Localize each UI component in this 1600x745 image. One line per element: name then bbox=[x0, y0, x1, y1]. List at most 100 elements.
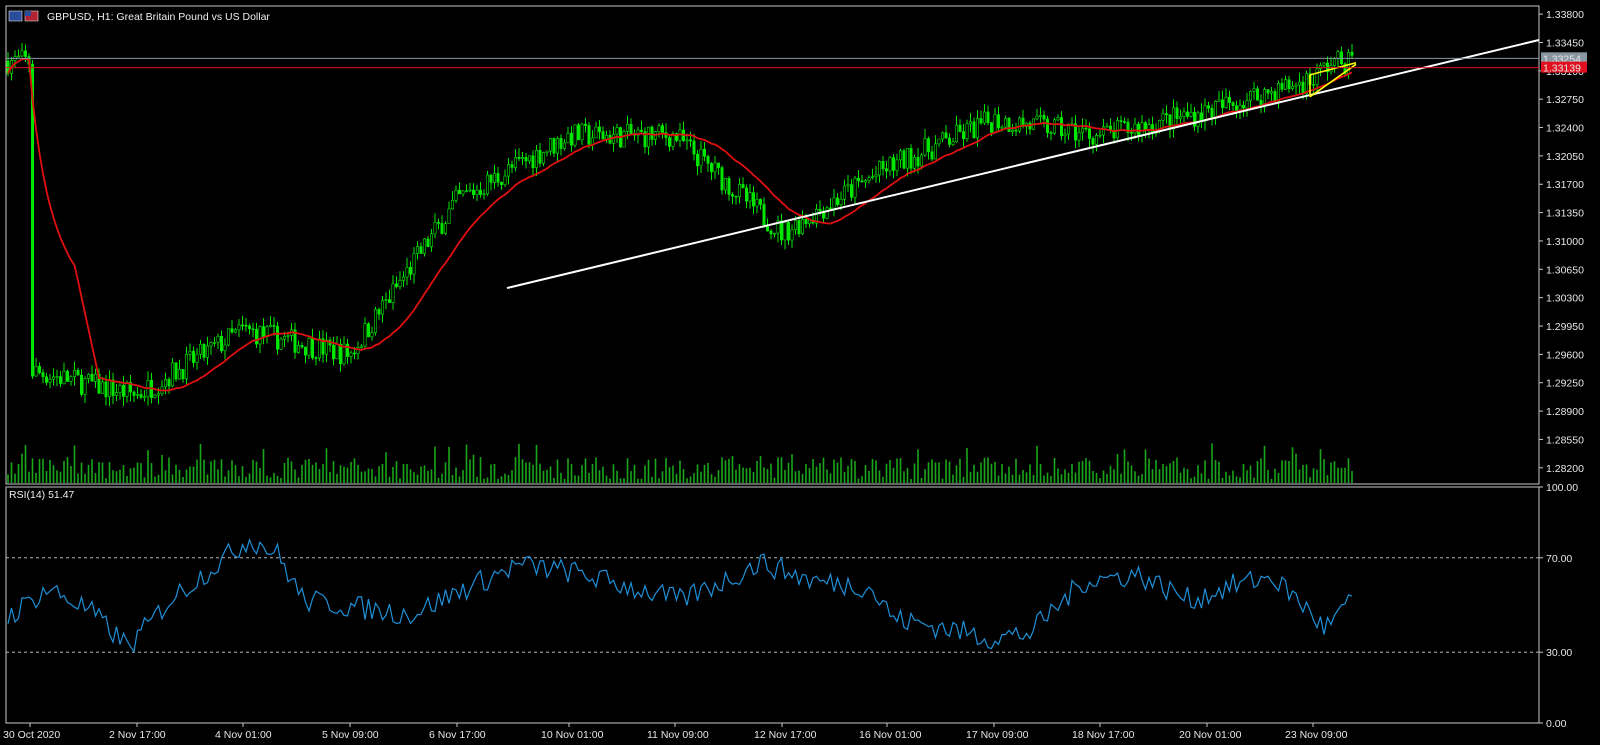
candle-body bbox=[185, 354, 189, 380]
candle-body bbox=[234, 329, 238, 333]
candle-body bbox=[405, 267, 409, 278]
candle-body bbox=[989, 122, 993, 133]
time-tick-label: 18 Nov 17:00 bbox=[1072, 729, 1135, 741]
candle-body bbox=[492, 173, 496, 183]
candle-body bbox=[1217, 99, 1221, 102]
candle-body bbox=[1035, 115, 1039, 120]
candle-body bbox=[699, 148, 703, 167]
candle-body bbox=[916, 157, 920, 167]
chart-title: GBPUSD, H1: Great Britain Pound vs US Do… bbox=[47, 11, 270, 23]
candle-body bbox=[1039, 115, 1043, 117]
candle-body bbox=[779, 220, 783, 241]
candle-body bbox=[401, 276, 405, 281]
candle-body bbox=[1319, 65, 1323, 70]
candle-body bbox=[1133, 123, 1137, 134]
candle-body bbox=[241, 324, 245, 327]
candle-body bbox=[94, 373, 98, 382]
candle-body bbox=[503, 175, 507, 185]
candle-body bbox=[44, 376, 48, 383]
candle-body bbox=[695, 153, 699, 167]
candle-body bbox=[1046, 118, 1050, 133]
candle-body bbox=[1189, 111, 1193, 117]
candle-body bbox=[741, 184, 745, 189]
candle-body bbox=[1095, 134, 1099, 145]
candle-body bbox=[758, 199, 762, 205]
candle-body bbox=[615, 127, 619, 135]
candle-body bbox=[143, 396, 147, 399]
candle-body bbox=[905, 148, 909, 169]
candle-body bbox=[636, 129, 640, 136]
candle-body bbox=[804, 218, 808, 225]
candle-body bbox=[1137, 123, 1141, 136]
price-tick-label: 1.30300 bbox=[1546, 293, 1584, 305]
candle-body bbox=[1182, 111, 1186, 117]
candle-body bbox=[940, 132, 944, 140]
ask-price-badge: 1.33139 bbox=[1543, 63, 1581, 75]
candle-body bbox=[545, 150, 549, 153]
bid-price-badge: 1.33254 bbox=[1543, 53, 1581, 65]
candle-body bbox=[912, 157, 916, 169]
candle-body bbox=[136, 394, 140, 396]
candle-body bbox=[702, 148, 706, 157]
candle-body bbox=[874, 174, 878, 178]
candle-body bbox=[1196, 112, 1200, 127]
candle-body bbox=[1336, 51, 1340, 59]
candle-body bbox=[604, 134, 608, 140]
candle-body bbox=[62, 370, 66, 384]
candle-body bbox=[258, 326, 262, 345]
candle-body bbox=[76, 370, 80, 376]
candle-body bbox=[762, 204, 766, 226]
candle-body bbox=[1284, 79, 1288, 90]
candle-body bbox=[993, 114, 997, 133]
candle-body bbox=[1315, 68, 1319, 85]
candle-body bbox=[1119, 120, 1123, 122]
candle-body bbox=[835, 197, 839, 205]
candle-body bbox=[1077, 132, 1081, 141]
candle-body bbox=[58, 376, 62, 384]
candle-body bbox=[370, 332, 374, 338]
candle-body bbox=[800, 218, 804, 235]
candle-body bbox=[391, 283, 395, 303]
rsi-label: RSI(14) 51.47 bbox=[9, 489, 75, 501]
candle-body bbox=[461, 190, 465, 195]
candle-body bbox=[475, 189, 479, 195]
candle-body bbox=[713, 162, 717, 173]
candle-body bbox=[625, 123, 629, 132]
candle-body bbox=[832, 197, 836, 209]
candle-body bbox=[398, 280, 402, 287]
rsi-tick-label: 70.00 bbox=[1546, 553, 1572, 565]
candle-body bbox=[1242, 105, 1246, 109]
candle-body bbox=[716, 162, 720, 168]
bid-price-badge-box bbox=[1541, 52, 1587, 64]
candle-body bbox=[727, 178, 731, 195]
candle-body bbox=[499, 181, 503, 185]
candle-body bbox=[1102, 126, 1106, 136]
price-tick-label: 1.32400 bbox=[1546, 123, 1584, 135]
trendline[interactable] bbox=[506, 39, 1540, 290]
candle-body bbox=[961, 131, 965, 140]
candle-body bbox=[1088, 128, 1092, 139]
candle-body bbox=[972, 121, 976, 139]
candle-body bbox=[1350, 51, 1354, 56]
candle-body bbox=[657, 125, 661, 132]
candle-body bbox=[394, 283, 398, 287]
time-tick-label: 20 Nov 01:00 bbox=[1179, 729, 1242, 741]
candle-body bbox=[181, 369, 185, 380]
candle-body bbox=[192, 350, 196, 363]
candle-body bbox=[324, 339, 328, 355]
candle-body bbox=[272, 325, 276, 327]
candle-body bbox=[1273, 91, 1277, 102]
candle-body bbox=[1207, 105, 1211, 109]
candle-body bbox=[1165, 113, 1169, 116]
candle-body bbox=[1000, 126, 1004, 129]
price-tick-label: 1.29950 bbox=[1546, 321, 1584, 333]
time-tick-label: 4 Nov 01:00 bbox=[215, 729, 272, 741]
candle-body bbox=[1144, 122, 1148, 131]
candle-body bbox=[80, 374, 84, 395]
candle-body bbox=[1010, 129, 1014, 132]
candle-body bbox=[772, 232, 776, 235]
triangle-pattern[interactable] bbox=[1309, 61, 1357, 98]
candle-body bbox=[129, 382, 133, 393]
time-axis: 30 Oct 2020 2 Nov 17:00 4 Nov 01:00 5 Nov 0… bbox=[3, 723, 1348, 741]
